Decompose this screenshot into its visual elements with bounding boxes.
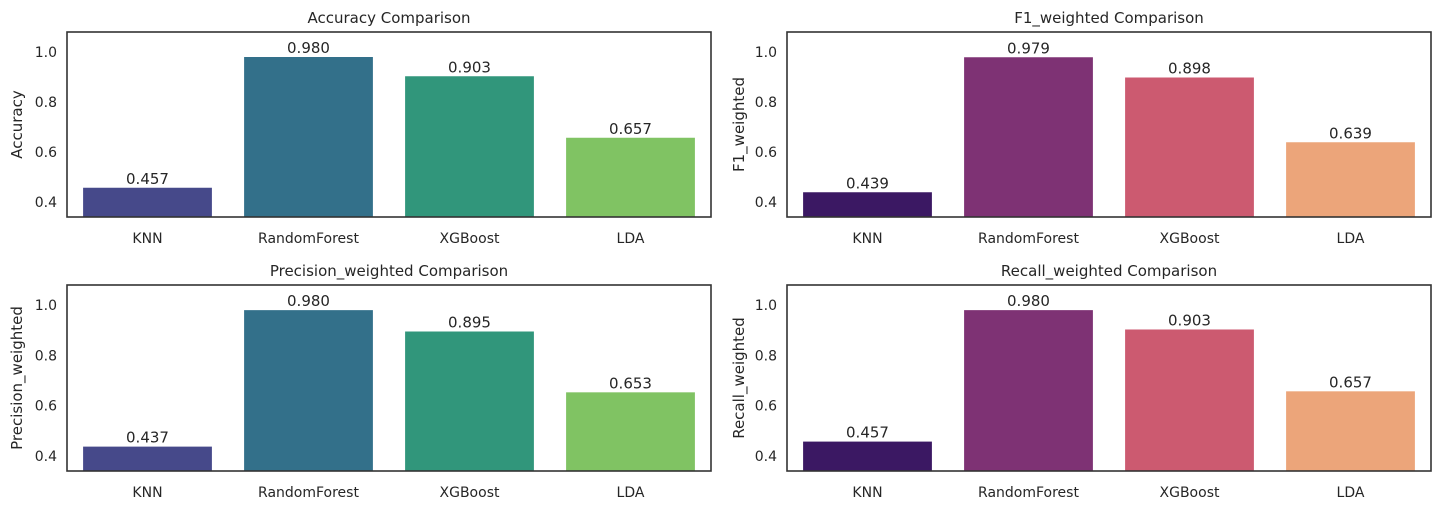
y-axis-label: Accuracy — [8, 90, 26, 159]
y-axis-label: Precision_weighted — [8, 306, 27, 450]
y-tick-label: 0.6 — [35, 145, 57, 161]
x-tick-label: RandomForest — [978, 485, 1079, 501]
y-tick-label: 0.4 — [35, 195, 57, 211]
bar-value-label: 0.980 — [287, 292, 330, 310]
bar-knn — [83, 187, 212, 217]
x-tick-label: LDA — [617, 231, 645, 247]
chart-panel-3: Precision_weighted Comparison Precision_w… — [8, 262, 712, 501]
y-axis-label: F1_weighted — [730, 77, 749, 172]
bar-xgboost — [1125, 77, 1254, 217]
x-tick-label: LDA — [617, 485, 645, 501]
bar-lda — [566, 392, 695, 471]
bar-lda — [1286, 391, 1415, 471]
y-tick-label: 0.6 — [755, 399, 777, 415]
x-tick-label: XGBoost — [440, 485, 500, 501]
chart-title: Precision_weighted Comparison — [270, 262, 508, 281]
bar-knn — [83, 446, 212, 471]
bar-value-label: 0.657 — [1329, 373, 1372, 391]
x-tick-label: RandomForest — [258, 485, 359, 501]
bar-value-label: 0.903 — [1168, 311, 1211, 329]
bar-value-label: 0.980 — [1007, 292, 1050, 310]
bar-value-label: 0.979 — [1007, 39, 1050, 57]
chart-panel-1: Accuracy Comparison Accuracy 0.4 0.6 0.8 1.0 0… — [8, 9, 712, 247]
bar-value-label: 0.437 — [126, 429, 169, 447]
y-tick-label: 1.0 — [755, 45, 777, 61]
bar-value-label: 0.457 — [846, 424, 889, 442]
bar-value-label: 0.980 — [287, 39, 330, 57]
chart-panel-2: F1_weighted Comparison F1_weighted 0.4 0.6 0… — [730, 9, 1432, 247]
bar-xgboost — [405, 331, 534, 471]
y-tick-label: 1.0 — [35, 298, 57, 314]
y-tick-label: 1.0 — [35, 45, 57, 61]
axes-frame — [786, 284, 1432, 472]
y-axis-label: Recall_weighted — [730, 317, 749, 439]
axes-frame — [66, 31, 712, 218]
chart-title: Recall_weighted Comparison — [1001, 262, 1217, 281]
bar-lda — [1286, 142, 1415, 217]
x-tick-label: KNN — [132, 485, 162, 501]
bar-knn — [803, 441, 932, 471]
x-tick-label: RandomForest — [258, 231, 359, 247]
y-tick-label: 0.4 — [35, 449, 57, 465]
y-tick-label: 0.8 — [755, 95, 777, 111]
bar-xgboost — [1125, 329, 1254, 471]
bar-value-label: 0.657 — [609, 120, 652, 138]
bar-value-label: 0.903 — [448, 58, 491, 76]
bar-randomforest — [244, 310, 373, 471]
bar-xgboost — [405, 76, 534, 217]
bar-randomforest — [964, 310, 1093, 471]
axes-frame — [786, 31, 1432, 218]
x-tick-label: KNN — [852, 485, 882, 501]
x-tick-label: KNN — [852, 231, 882, 247]
bar-value-label: 0.898 — [1168, 60, 1211, 78]
bar-value-label: 0.457 — [126, 170, 169, 188]
bar-knn — [803, 192, 932, 217]
y-tick-label: 0.6 — [755, 145, 777, 161]
y-tick-label: 1.0 — [755, 298, 777, 314]
chart-title: F1_weighted Comparison — [1014, 9, 1204, 28]
y-tick-label: 0.8 — [35, 95, 57, 111]
bar-randomforest — [244, 57, 373, 217]
y-tick-label: 0.8 — [35, 348, 57, 364]
y-tick-label: 0.6 — [35, 399, 57, 415]
bar-value-label: 0.439 — [846, 174, 889, 192]
y-tick-label: 0.8 — [755, 348, 777, 364]
bar-value-label: 0.653 — [609, 374, 652, 392]
x-tick-label: XGBoost — [1160, 231, 1220, 247]
bar-lda — [566, 137, 695, 217]
x-tick-label: XGBoost — [1160, 485, 1220, 501]
x-tick-label: KNN — [132, 231, 162, 247]
axes-frame — [66, 284, 712, 472]
x-tick-label: LDA — [1337, 485, 1365, 501]
x-tick-label: LDA — [1337, 231, 1365, 247]
bar-value-label: 0.895 — [448, 314, 491, 332]
bar-value-label: 0.639 — [1329, 124, 1372, 142]
y-tick-label: 0.4 — [755, 195, 777, 211]
x-tick-label: XGBoost — [440, 231, 500, 247]
chart-panel-4: Recall_weighted Comparison Recall_weighte… — [730, 262, 1432, 501]
y-tick-label: 0.4 — [755, 449, 777, 465]
chart-title: Accuracy Comparison — [307, 9, 470, 27]
bar-randomforest — [964, 57, 1093, 217]
x-tick-label: RandomForest — [978, 231, 1079, 247]
